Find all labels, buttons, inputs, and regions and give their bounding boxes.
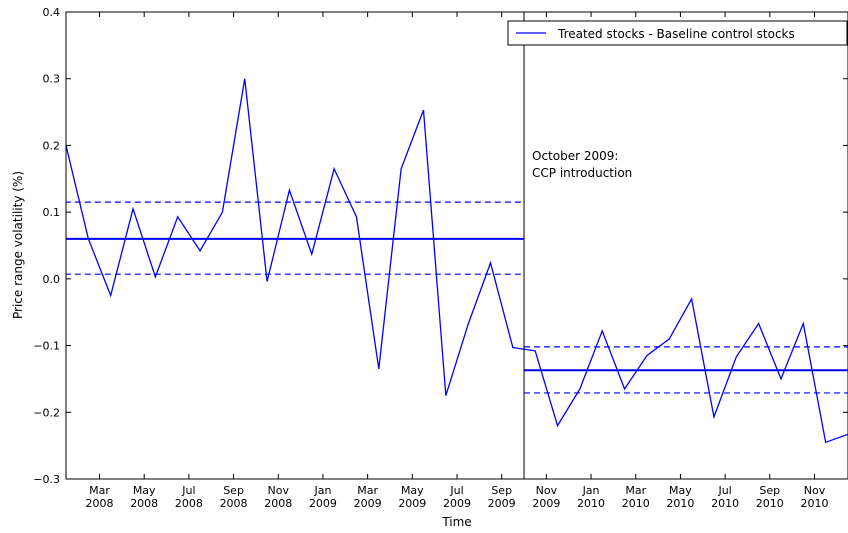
x-tick-label: Jan [582,484,600,497]
x-tick-label: 2010 [711,497,739,510]
y-axis-label: Price range volatility (%) [11,171,25,319]
x-tick-label: 2009 [309,497,337,510]
x-tick-label: Jul [449,484,463,497]
x-tick-label: 2009 [488,497,516,510]
event-annotation: October 2009: [532,149,618,163]
y-tick-label: −0.2 [33,406,60,419]
plot-area [66,78,848,444]
event-annotation: CCP introduction [532,166,632,180]
x-tick-label: 2008 [175,497,203,510]
x-axis-label: Time [441,515,471,529]
legend-box [507,20,848,46]
x-tick-label: 2009 [443,497,471,510]
x-tick-label: 2008 [130,497,158,510]
x-tick-label: 2009 [398,497,426,510]
y-tick-label: 0.1 [43,206,61,219]
x-tick-label: 2008 [264,497,292,510]
x-tick-label: 2010 [666,497,694,510]
x-tick-label: Jul [717,484,731,497]
x-tick-label: May [133,484,156,497]
x-tick-label: 2008 [220,497,248,510]
x-tick-label: 2008 [86,497,114,510]
x-tick-label: Sep [759,484,780,497]
x-tick-label: 2010 [800,497,828,510]
x-tick-label: Jul [181,484,195,497]
y-tick-label: 0.2 [43,139,61,152]
x-tick-label: 2009 [532,497,560,510]
x-tick-label: Nov [804,484,826,497]
y-tick-label: 0.3 [43,73,61,86]
x-tick-label: Mar [625,484,646,497]
x-tick-label: May [401,484,424,497]
x-tick-label: Mar [357,484,378,497]
x-tick-label: Nov [268,484,290,497]
x-tick-label: 2010 [756,497,784,510]
x-tick-label: Jan [313,484,331,497]
x-tick-label: 2010 [622,497,650,510]
x-tick-label: May [669,484,692,497]
y-tick-label: −0.1 [33,340,60,353]
y-tick-label: 0.4 [43,6,61,19]
plot-frame [65,11,848,480]
x-tick-label: Sep [223,484,244,497]
x-tick-label: 2010 [577,497,605,510]
legend: Treated stocks - Baseline control stocks [507,20,848,46]
series-line [66,78,848,444]
x-tick-label: Mar [89,484,110,497]
y-tick-label: −0.3 [33,473,60,486]
y-tick-label: 0.0 [43,273,61,286]
x-tick-label: Sep [491,484,512,497]
legend-label: Treated stocks - Baseline control stocks [557,27,795,41]
x-tick-label: 2009 [354,497,382,510]
x-tick-label: Nov [536,484,558,497]
